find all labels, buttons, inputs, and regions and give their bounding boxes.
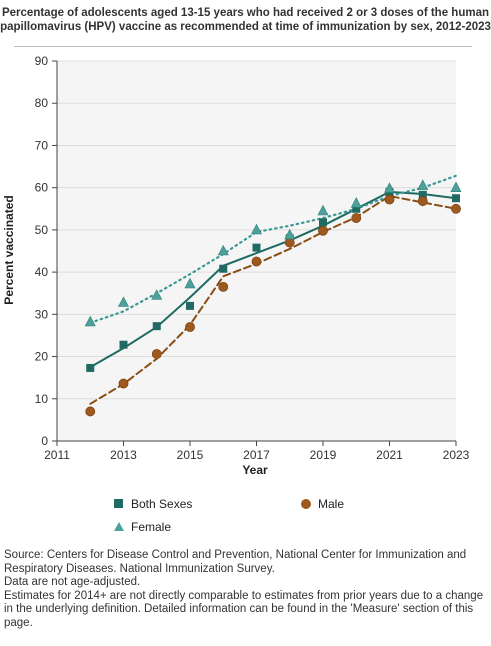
data-point-both-sexes [252,243,261,252]
data-point-male [417,196,428,207]
data-point-female [417,179,429,190]
x-tick-label: 2015 [177,448,204,462]
series-line-male [89,195,457,405]
data-point-both-sexes [219,264,228,273]
y-tick-label: 60 [35,181,49,195]
data-point-female [118,296,129,307]
data-point-both-sexes [352,204,361,213]
data-point-female [251,223,262,235]
data-point-male [118,378,129,389]
comparability-note: Estimates for 2014+ are not directly com… [4,589,484,629]
y-tick-label: 80 [35,96,49,110]
x-tick-label: 2019 [310,448,337,462]
data-point-both-sexes [186,301,194,310]
data-point-both-sexes [418,190,427,199]
x-tick-label: 2021 [376,448,403,462]
data-point-male [451,203,461,214]
y-tick-label: 40 [35,265,49,279]
y-tick-label: 20 [35,350,49,364]
data-point-female [284,228,296,240]
source-text: Source: Centers for Disease Control and … [4,549,467,575]
data-point-female [151,289,163,300]
data-point-female [217,244,229,256]
data-point-both-sexes [319,218,327,227]
data-point-female [184,277,196,289]
data-point-female [350,197,362,208]
data-point-female [384,182,395,193]
data-point-male [85,406,96,417]
y-tick-label: 70 [35,138,49,152]
y-axis-label: Percent vaccinated [2,195,16,304]
data-point-male [151,349,162,359]
series-line-female [89,174,458,324]
data-point-both-sexes [152,322,161,331]
data-point-male [384,194,395,205]
data-point-male [284,237,295,248]
y-tick-label: 90 [35,54,49,68]
x-axis-label: Year [242,463,268,477]
x-tick-label: 2023 [443,448,470,462]
data-point-both-sexes [119,340,128,349]
x-tick-label: 2011 [44,448,70,462]
data-point-male [318,225,328,236]
data-point-male [218,281,229,292]
data-point-male [351,213,362,223]
y-tick-label: 10 [35,392,49,406]
y-tick-label: 30 [35,307,49,321]
x-tick-label: 2017 [243,448,270,462]
data-point-female [84,315,96,327]
source-notes: Source: Centers for Disease Control and … [4,549,488,630]
data-point-both-sexes [86,363,95,372]
data-point-male [185,322,195,332]
title-divider [14,46,472,47]
data-point-female [450,181,462,192]
data-point-female [317,204,329,216]
chart-title: Percentage of adolescents aged 13-15 yea… [0,7,491,33]
age-adjust-note: Data are not age-adjusted. [4,576,141,588]
data-point-male [251,256,262,267]
x-tick-label: 2013 [110,448,137,462]
series-line-both-sexes [89,190,457,369]
y-tick-label: 50 [35,223,49,237]
data-point-both-sexes [452,194,460,203]
y-tick-label: 0 [41,434,48,448]
